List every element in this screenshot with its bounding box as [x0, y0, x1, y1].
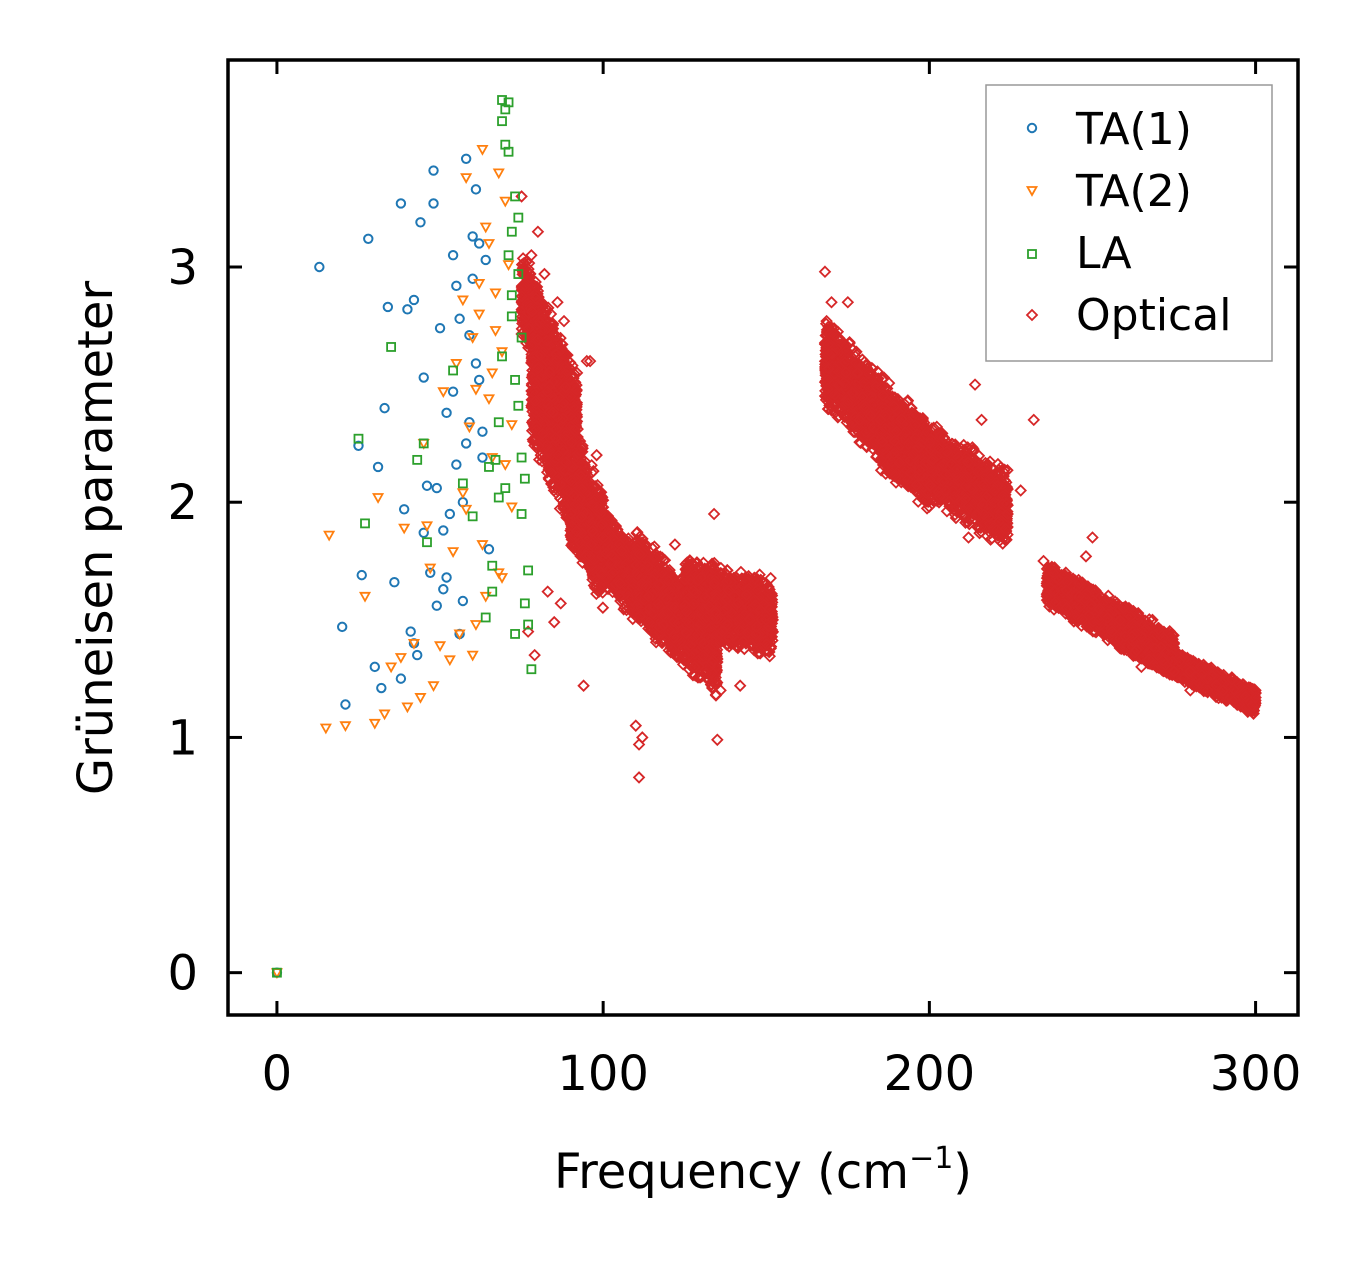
point-optical [524, 299, 537, 312]
point-optical [558, 348, 572, 362]
point-optical [523, 271, 537, 284]
point-optical [549, 348, 563, 361]
point-optical [533, 316, 547, 329]
point-optical [545, 319, 559, 333]
point-optical [515, 313, 529, 327]
point-optical [539, 341, 553, 354]
point-optical [515, 327, 528, 341]
point-optical [596, 601, 610, 614]
point-optical [568, 379, 581, 393]
point-optical [559, 380, 572, 394]
point-optical [525, 305, 539, 318]
point-optical [570, 383, 583, 397]
point-optical [556, 338, 569, 351]
point-optical [529, 292, 543, 305]
point-optical [515, 289, 529, 303]
point-optical [554, 331, 567, 345]
point-optical [550, 354, 563, 367]
point-optical [535, 313, 549, 326]
point-optical [540, 334, 554, 347]
point-optical [517, 257, 530, 270]
point-optical [560, 364, 573, 378]
point-optical [524, 301, 538, 315]
point-optical [516, 252, 530, 265]
data-markers [270, 95, 1262, 979]
point-optical [547, 329, 561, 343]
point-optical [563, 356, 577, 369]
point-optical [522, 322, 536, 335]
point-optical [517, 324, 531, 338]
point-optical [550, 329, 563, 343]
point-optical [518, 278, 531, 292]
